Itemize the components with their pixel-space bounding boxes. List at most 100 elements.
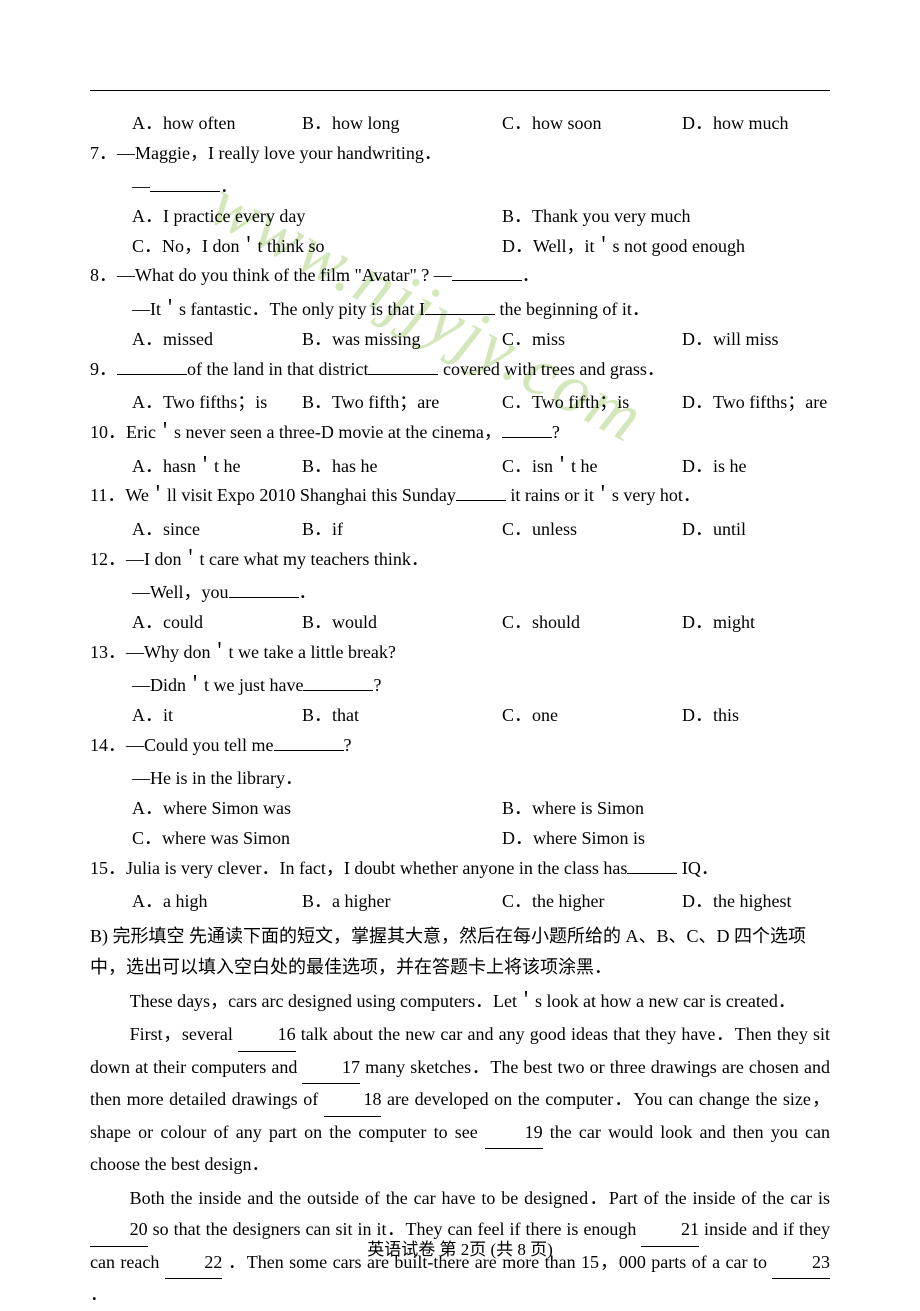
opt-c: C．where was Simon [132, 824, 502, 854]
question-12: 12．—I don＇t care what my teachers think． [90, 545, 830, 575]
text: ． [90, 1284, 108, 1304]
opt-b: B．Thank you very much [502, 202, 830, 232]
q-number: 9． [90, 359, 117, 379]
question-11: 11．We＇ll visit Expo 2010 Shanghai this S… [90, 481, 830, 511]
blank-19: 19 [485, 1117, 543, 1150]
q14-sub: —He is in the library． [90, 764, 830, 794]
opt-b: B．that [302, 701, 502, 731]
passage-p3: Both the inside and the outside of the c… [90, 1183, 830, 1311]
q8-sub: —It＇s fantastic．The only pity is that I … [90, 295, 830, 325]
opt-a: A．how often [132, 109, 302, 139]
q13-options: A．it B．that C．one D．this [90, 701, 830, 731]
opt-b: B．would [302, 608, 502, 638]
blank-17: 17 [302, 1052, 360, 1085]
opt-d: D．will miss [682, 325, 842, 355]
q8-options: A．missed B．was missing C．miss D．will mis… [90, 325, 830, 355]
q-number: 14． [90, 735, 126, 755]
q10-options: A．hasn＇t he B．has he C．isn＇t he D．is he [90, 452, 830, 482]
opt-a: A．it [132, 701, 302, 731]
section-b-title: B) 完形填空 先通读下面的短文，掌握其大意，然后在每小题所给的 A、B、C、D… [90, 921, 830, 984]
text: ．Then some cars are built-there are more… [222, 1252, 772, 1272]
opt-c: C．isn＇t he [502, 452, 682, 482]
blank-23: 23 [772, 1247, 830, 1280]
opt-c: C．how soon [502, 109, 682, 139]
opt-d: D．where Simon is [502, 824, 830, 854]
question-7: 7．—Maggie，I really love your handwriting… [90, 139, 830, 169]
opt-a: A．since [132, 515, 302, 545]
blank-22: 22 [165, 1247, 223, 1280]
opt-d: D．might [682, 608, 842, 638]
question-10: 10．Eric＇s never seen a three-D movie at … [90, 418, 830, 448]
exam-content: A．how often B．how long C．how soon D．how … [90, 90, 830, 1311]
opt-b: B．has he [302, 452, 502, 482]
question-15: 15．Julia is very clever．In fact，I doubt … [90, 854, 830, 884]
opt-c: C．miss [502, 325, 682, 355]
opt-c: C．should [502, 608, 682, 638]
blank [274, 733, 344, 751]
blank-20: 20 [90, 1214, 148, 1247]
opt-d: D．Two fifths；are [682, 388, 842, 418]
opt-c: C．No，I don＇t think so [132, 232, 502, 262]
opt-d: D．until [682, 515, 842, 545]
blank [150, 174, 220, 192]
question-9: 9．of the land in that district covered w… [90, 355, 830, 385]
q-text: —Maggie，I really love your handwriting． [117, 143, 442, 163]
opt-b: B．a higher [302, 887, 502, 917]
blank [452, 263, 522, 281]
q-number: 12． [90, 549, 126, 569]
opt-c: C．unless [502, 515, 682, 545]
q-number: 13． [90, 642, 126, 662]
text: so that the designers can sit in it．They… [148, 1219, 642, 1239]
opt-d: D．this [682, 701, 842, 731]
q7-options-1: A．I practice every day B．Thank you very … [90, 202, 830, 232]
passage-p2: First，several 16 talk about the new car … [90, 1019, 830, 1181]
opt-b: B．Two fifth；are [302, 388, 502, 418]
question-14: 14．—Could you tell me? [90, 731, 830, 761]
question-13: 13．—Why don＇t we take a little break? [90, 638, 830, 668]
q-number: 10． [90, 422, 126, 442]
passage-p1: These days，cars arc designed using compu… [90, 986, 830, 1018]
q7-sub: —． [90, 172, 830, 202]
blank-21: 21 [641, 1214, 699, 1247]
opt-a: A．a high [132, 887, 302, 917]
q15-options: A．a high B．a higher C．the higher D．the h… [90, 887, 830, 917]
blank [303, 673, 373, 691]
blank-16: 16 [238, 1019, 296, 1052]
question-8: 8．—What do you think of the film "Avatar… [90, 261, 830, 291]
q-number: 8． [90, 265, 117, 285]
blank [456, 483, 506, 501]
q-number: 11． [90, 485, 125, 505]
opt-c: C．Two fifth；is [502, 388, 682, 418]
opt-a: A．Two fifths；is [132, 388, 302, 418]
opt-a: A．where Simon was [132, 794, 502, 824]
blank [229, 580, 299, 598]
opt-a: A．could [132, 608, 302, 638]
q-pre-options: A．how often B．how long C．how soon D．how … [90, 109, 830, 139]
opt-a: A．I practice every day [132, 202, 502, 232]
q-number: 15． [90, 858, 126, 878]
q12-options: A．could B．would C．should D．might [90, 608, 830, 638]
blank [425, 297, 495, 315]
q7-options-2: C．No，I don＇t think so D．Well，it＇s not go… [90, 232, 830, 262]
q13-sub: —Didn＇t we just have? [90, 671, 830, 701]
blank [117, 357, 187, 375]
opt-c: C．one [502, 701, 682, 731]
q12-sub: —Well，you． [90, 578, 830, 608]
opt-d: D．how much [682, 109, 842, 139]
q-number: 7． [90, 143, 117, 163]
q-text: —I don＇t care what my teachers think． [126, 549, 429, 569]
q14-options-1: A．where Simon was B．where is Simon [90, 794, 830, 824]
opt-a: A．missed [132, 325, 302, 355]
opt-b: B．was missing [302, 325, 502, 355]
opt-a: A．hasn＇t he [132, 452, 302, 482]
opt-b: B．how long [302, 109, 502, 139]
blank-18: 18 [324, 1084, 382, 1117]
blank [502, 420, 552, 438]
opt-d: D．is he [682, 452, 842, 482]
opt-c: C．the higher [502, 887, 682, 917]
q-text: —Why don＇t we take a little break? [126, 642, 396, 662]
text: First，several [130, 1024, 238, 1044]
q11-options: A．since B．if C．unless D．until [90, 515, 830, 545]
header-line [90, 90, 830, 91]
blank [627, 856, 677, 874]
